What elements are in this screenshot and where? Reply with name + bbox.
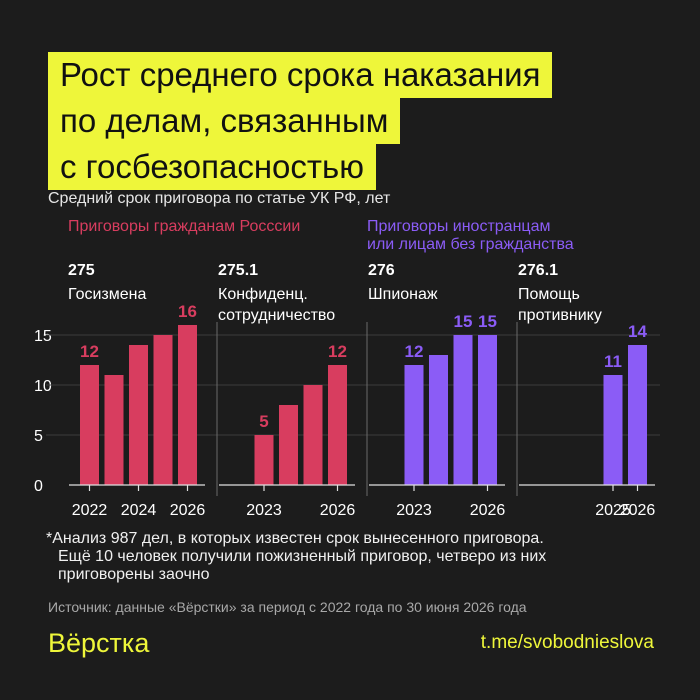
article-275-name: Госизмена <box>68 286 147 303</box>
article-276-1-name: Помощь противнику <box>518 284 602 326</box>
bar-276.1-2026 <box>628 345 647 485</box>
bar-275-2026 <box>178 325 197 485</box>
bar-275.1-2023 <box>254 435 274 485</box>
footnote: *Анализ 987 дел, в которых известен срок… <box>46 530 646 584</box>
value-label-276-2026: 15 <box>478 312 497 331</box>
value-label-275-2026: 16 <box>178 302 197 321</box>
article-276: 276 <box>368 262 395 279</box>
bar-276.1-2025 <box>603 375 623 485</box>
bar-275.1-2024 <box>279 405 298 485</box>
bar-275.1-2025 <box>303 385 323 485</box>
bar-275-2025 <box>153 335 173 485</box>
article-275-1-name-line-2: сотрудничество <box>218 307 336 324</box>
group-label-citizens: Приговоры гражданам Росссии <box>68 218 301 235</box>
article-275-1-name: Конфиденц. сотрудничество <box>218 284 335 326</box>
article-276-name: Шпионаж <box>368 286 438 303</box>
bar-276-2026 <box>478 335 497 485</box>
value-label-276-2023: 12 <box>405 342 424 361</box>
footnote-line-3: приговорены заочно <box>58 566 210 583</box>
value-label-275.1-2026: 12 <box>328 342 347 361</box>
group-label-foreigners-line-2: или лицам без гражданства <box>367 236 574 253</box>
value-label-276.1-2025: 11 <box>604 352 622 371</box>
value-label-276.1-2026: 14 <box>628 322 647 341</box>
x-tick-label-275.1-2023: 2023 <box>246 502 282 519</box>
bar-276-2025 <box>453 335 473 485</box>
article-276-1-name-line-1: Помощь <box>518 286 580 303</box>
article-275: 275 <box>68 262 95 279</box>
y-tick-label-0: 0 <box>34 478 43 495</box>
group-label-foreigners-line-1: Приговоры иностранцам <box>367 218 551 235</box>
x-tick-label-276.1-2026: 2026 <box>620 502 656 519</box>
y-tick-label-10: 10 <box>34 378 52 395</box>
telegram-link[interactable]: t.me/svobodnieslova <box>480 632 654 653</box>
bar-275-2024 <box>129 345 148 485</box>
verstka-logo: Вёрстка <box>48 628 150 658</box>
article-275-1: 275.1 <box>218 262 259 279</box>
x-tick-label-276-2026: 2026 <box>470 502 506 519</box>
value-label-275-2022: 12 <box>80 342 99 361</box>
footnote-line-2: Ещё 10 человек получили пожизненный приг… <box>58 548 547 565</box>
article-276-1-name-line-2: противнику <box>518 307 602 324</box>
value-label-276-2025: 15 <box>454 312 473 331</box>
x-tick-label-275-2022: 2022 <box>72 502 108 519</box>
y-tick-label-15: 15 <box>34 328 52 345</box>
footnote-line-1: *Анализ 987 дел, в которых известен срок… <box>46 530 544 547</box>
x-tick-label-275-2024: 2024 <box>121 502 157 519</box>
y-tick-label-5: 5 <box>34 428 43 445</box>
article-275-1-name-line-1: Конфиденц. <box>218 286 308 303</box>
x-tick-label-276-2023: 2023 <box>396 502 432 519</box>
bar-275-2022 <box>80 365 99 485</box>
x-tick-label-275-2026: 2026 <box>170 502 206 519</box>
value-label-275.1-2023: 5 <box>259 412 268 431</box>
title-line-1: Рост среднего срока наказания <box>48 52 553 98</box>
bar-275.1-2026 <box>328 365 347 485</box>
bar-276-2024 <box>429 355 448 485</box>
bar-276-2023 <box>404 365 424 485</box>
x-tick-label-275.1-2026: 2026 <box>320 502 356 519</box>
group-label-foreigners: Приговоры иностранцам или лицам без граж… <box>367 218 574 254</box>
chart-subtitle: Средний срок приговора по статье УК РФ, … <box>48 190 391 207</box>
title-line-2: по делам, связанным <box>48 98 401 144</box>
bar-275-2023 <box>104 375 124 485</box>
title-line-3: с госбезопасностью <box>48 144 376 190</box>
source-note: Источник: данные «Вёрстки» за период с 2… <box>48 599 527 615</box>
article-276-1: 276.1 <box>518 262 559 279</box>
x-tick-label-276.1-2025: 2025 <box>595 502 631 519</box>
